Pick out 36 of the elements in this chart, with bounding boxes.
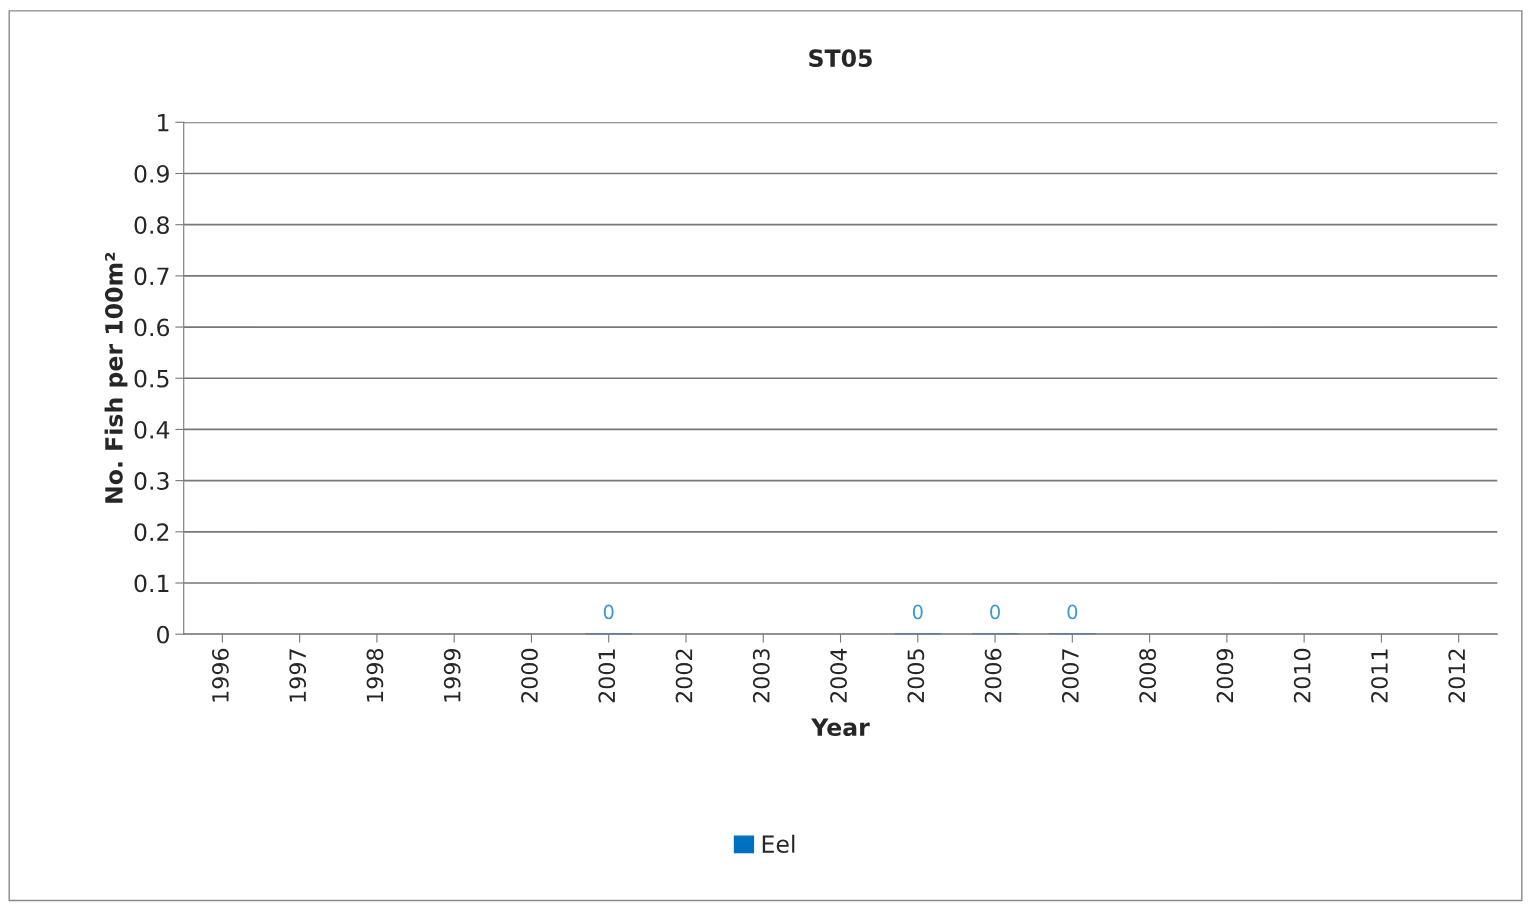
x-tick-label: 2004 (830, 648, 847, 703)
x-tick-label: 2010 (1293, 648, 1311, 703)
x-tick-label: 2001 (598, 649, 616, 703)
x-tick-label: 1996 (211, 648, 229, 702)
x-tick-label: 2002 (675, 649, 693, 703)
y-tick-label: 1 (158, 114, 169, 132)
y-tick-label: 0.7 (134, 267, 169, 286)
data-label: 0 (1067, 604, 1078, 620)
x-tick-label: 2011 (1371, 649, 1388, 703)
legend-label: Eel (762, 834, 795, 853)
x-tick-label: 1998 (366, 648, 384, 702)
y-tick-label: 0.3 (134, 472, 169, 490)
y-tick-label: 0.2 (134, 523, 169, 542)
x-tick-label: 2008 (1139, 648, 1157, 703)
data-label: 0 (912, 604, 923, 620)
x-axis-title: Year (811, 718, 870, 737)
y-tick-label: 0.9 (134, 164, 169, 183)
chart-title: ST05 (809, 49, 872, 68)
data-label: 0 (603, 604, 614, 620)
y-tick-label: 0.6 (134, 318, 170, 337)
x-tick-label: 1999 (443, 648, 461, 702)
x-tick-label: 1997 (289, 649, 307, 702)
x-tick-label: 2009 (1216, 648, 1234, 703)
y-tick-label: 0 (157, 625, 169, 644)
y-tick-label: 0.5 (134, 369, 169, 388)
x-tick-label: 2005 (907, 649, 925, 703)
x-tick-label: 2012 (1448, 649, 1466, 703)
y-tick-label: 0.4 (134, 420, 170, 439)
x-tick-label: 2003 (752, 649, 770, 703)
y-tick-label: 0.8 (134, 216, 169, 234)
y-tick-label: 0.1 (134, 574, 169, 593)
x-tick-label: 2000 (521, 648, 538, 703)
x-tick-label: 2007 (1061, 649, 1079, 703)
data-label: 0 (990, 604, 1000, 620)
y-axis-title: No. Fish per 100m² (104, 252, 128, 503)
x-tick-label: 2006 (984, 648, 1002, 703)
